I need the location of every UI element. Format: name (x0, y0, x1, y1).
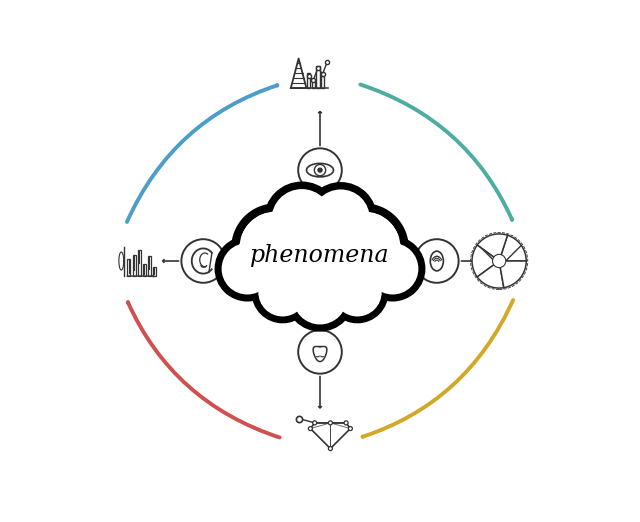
Circle shape (328, 446, 332, 450)
Circle shape (268, 204, 372, 308)
Ellipse shape (430, 251, 444, 271)
Circle shape (348, 426, 353, 431)
Circle shape (367, 243, 419, 294)
Circle shape (290, 267, 350, 327)
Wedge shape (499, 261, 526, 288)
Circle shape (271, 189, 332, 250)
Circle shape (181, 239, 225, 283)
Circle shape (333, 268, 381, 316)
Circle shape (364, 240, 421, 298)
Bar (148, 256, 151, 276)
Wedge shape (472, 245, 499, 277)
Bar (321, 76, 324, 88)
Circle shape (219, 240, 276, 298)
Circle shape (415, 239, 459, 283)
Circle shape (298, 148, 342, 192)
Text: phenomena: phenomena (250, 244, 390, 267)
Wedge shape (499, 235, 526, 261)
Bar (143, 264, 146, 276)
Wedge shape (477, 261, 504, 288)
Circle shape (493, 254, 506, 268)
Bar (312, 79, 315, 88)
Circle shape (313, 421, 317, 425)
Circle shape (308, 186, 373, 251)
Circle shape (317, 168, 323, 173)
Circle shape (312, 189, 370, 247)
Circle shape (293, 270, 347, 325)
Circle shape (298, 330, 342, 374)
Circle shape (255, 265, 310, 319)
FancyArrowPatch shape (127, 85, 277, 222)
Circle shape (328, 211, 401, 284)
FancyArrowPatch shape (128, 302, 280, 437)
Circle shape (236, 208, 316, 289)
Circle shape (328, 421, 332, 425)
Circle shape (259, 268, 307, 316)
Circle shape (273, 209, 367, 303)
Circle shape (314, 164, 326, 176)
Circle shape (268, 186, 335, 253)
Wedge shape (477, 234, 508, 261)
Bar (316, 66, 319, 88)
Circle shape (308, 426, 312, 431)
Ellipse shape (307, 163, 333, 177)
Circle shape (239, 211, 312, 284)
Circle shape (221, 243, 273, 294)
Bar (152, 267, 156, 276)
Circle shape (344, 421, 348, 425)
Bar (138, 251, 141, 276)
Bar (132, 255, 136, 276)
FancyArrowPatch shape (363, 300, 513, 437)
Circle shape (330, 265, 385, 319)
Circle shape (324, 208, 404, 289)
FancyArrowPatch shape (360, 85, 512, 220)
Bar (307, 73, 310, 88)
Bar (127, 259, 131, 276)
